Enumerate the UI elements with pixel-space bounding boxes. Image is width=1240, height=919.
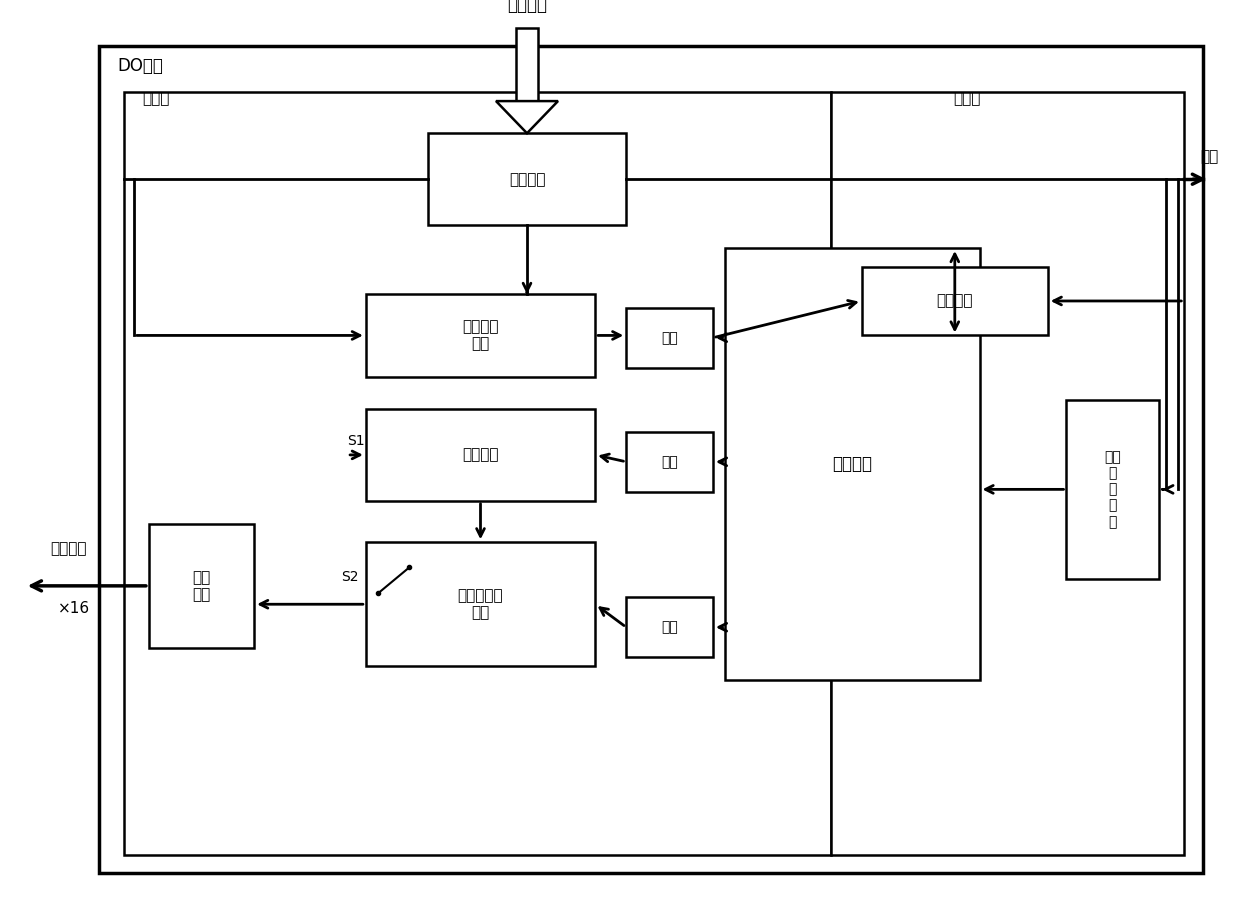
Text: 隔离: 隔离 xyxy=(661,331,678,345)
Bar xyxy=(862,267,1048,335)
Bar xyxy=(516,28,538,101)
Text: 保护电路: 保护电路 xyxy=(508,172,546,187)
Text: 外部电源
监视: 外部电源 监视 xyxy=(463,319,498,352)
Text: 外部电源: 外部电源 xyxy=(507,0,547,14)
Text: 微处理器: 微处理器 xyxy=(832,455,873,473)
Bar xyxy=(124,92,831,855)
Text: 数字输出: 数字输出 xyxy=(50,541,87,557)
Text: 保护
电路: 保护 电路 xyxy=(192,570,211,602)
Bar xyxy=(322,345,608,708)
Text: 隔离: 隔离 xyxy=(661,455,678,469)
Text: 诊断单元: 诊断单元 xyxy=(463,448,498,462)
Text: 控制侧: 控制侧 xyxy=(954,91,981,106)
Text: 背板: 背板 xyxy=(1200,149,1218,164)
Text: DO模块: DO模块 xyxy=(118,57,164,75)
Bar xyxy=(366,409,595,501)
Bar xyxy=(626,432,713,492)
Text: 现场侧: 现场侧 xyxy=(143,91,170,106)
Text: 通信接口: 通信接口 xyxy=(936,293,973,309)
Bar xyxy=(1066,400,1159,579)
Text: 开关量输出
单元: 开关量输出 单元 xyxy=(458,588,503,620)
Bar xyxy=(626,597,713,657)
Text: S2: S2 xyxy=(341,570,358,584)
Text: 隔离: 隔离 xyxy=(661,620,678,634)
Bar xyxy=(831,92,1184,855)
Polygon shape xyxy=(496,101,558,133)
Bar xyxy=(626,308,713,368)
Bar xyxy=(99,46,1203,873)
Bar xyxy=(725,248,980,680)
Bar xyxy=(149,524,254,648)
Bar xyxy=(366,542,595,666)
Text: 地址
检
测
单
元: 地址 检 测 单 元 xyxy=(1105,450,1121,528)
Bar xyxy=(366,294,595,377)
Text: ×16: ×16 xyxy=(58,601,91,617)
Text: S1: S1 xyxy=(347,434,365,448)
Bar xyxy=(428,133,626,225)
